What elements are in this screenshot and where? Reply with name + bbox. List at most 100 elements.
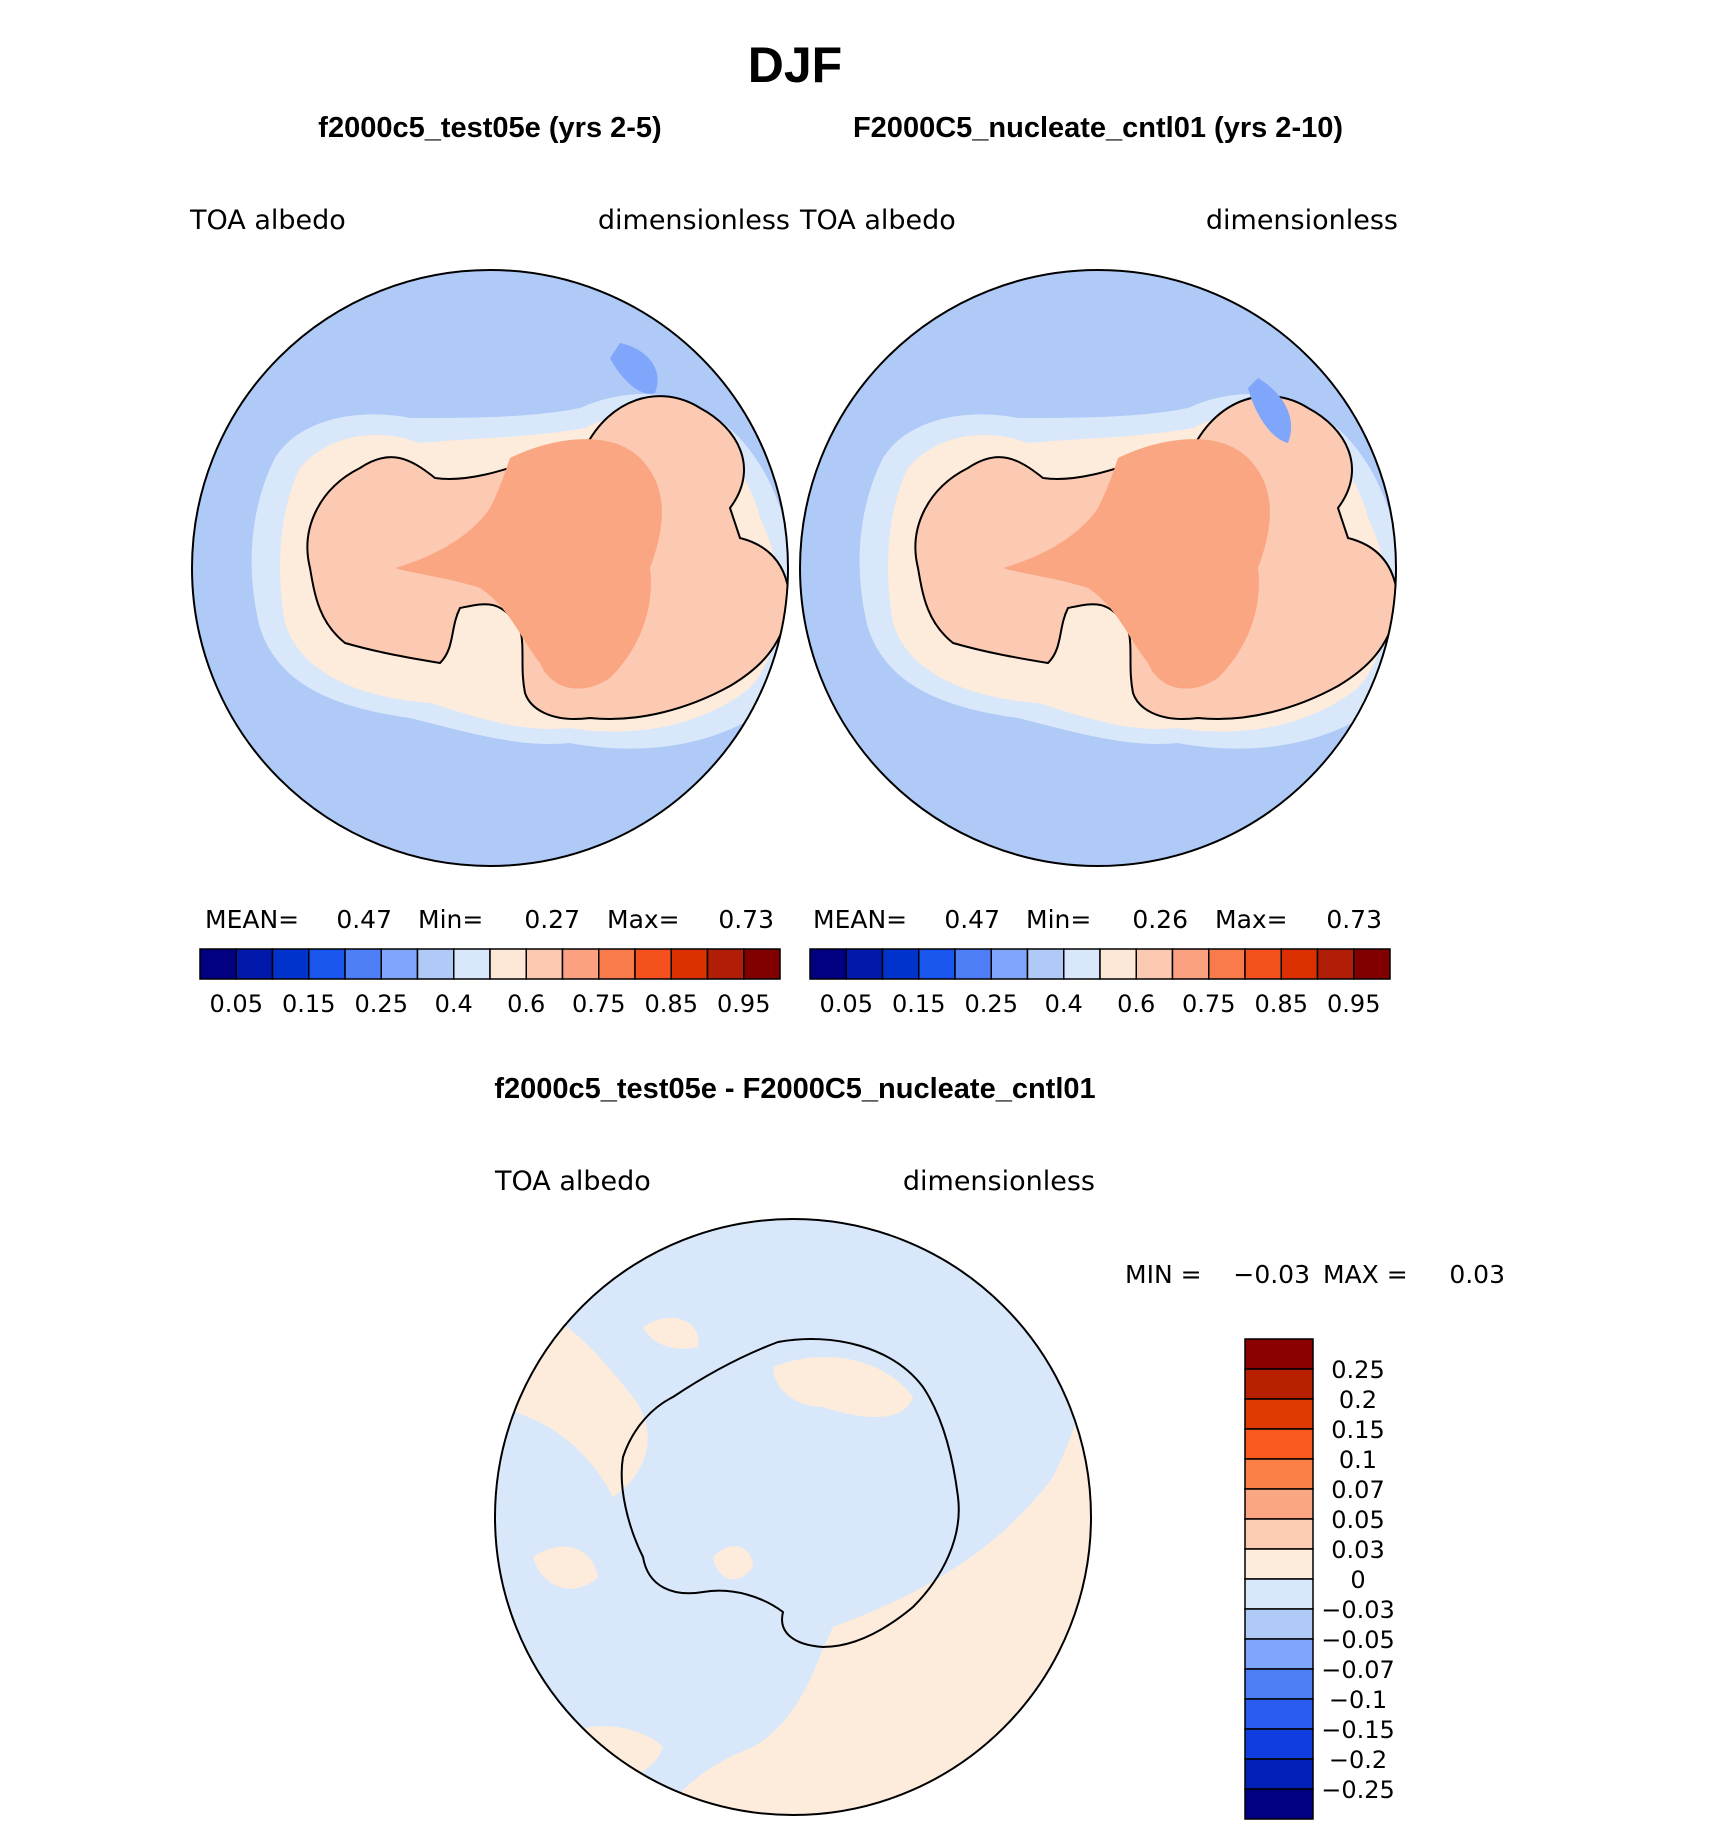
panel-test-colorbar-box: [598, 948, 636, 980]
panel-control-colorbar-box: [1280, 948, 1319, 980]
panel-control-stats: MEAN= 0.47 Min= 0.26 Max= 0.73: [813, 905, 1382, 934]
difference-colorbar-box: [1244, 1428, 1314, 1460]
difference-colorbar: 0.250.20.150.10.070.050.030−0.03−0.05−0.…: [1244, 1338, 1395, 1820]
panel-control-colorbar-box: [990, 948, 1029, 980]
panel-control-colorbar-box: [881, 948, 920, 980]
panel-control-colorbar-tick-label: 0.15: [892, 990, 945, 1018]
difference-max-label: MAX =: [1323, 1260, 1408, 1289]
panel-control-colorbar-tick-label: 0.4: [1045, 990, 1083, 1018]
panel-test-colorbar-box: [271, 948, 310, 980]
panel-test-units-label: dimensionless: [598, 205, 790, 236]
panel-control-max-label: Max=: [1215, 905, 1288, 934]
panel-test-colorbar-box: [634, 948, 672, 980]
difference-colorbar-tick-label: −0.15: [1321, 1716, 1395, 1744]
panel-test-colorbar-box: [199, 948, 237, 980]
difference-colorbar-box: [1244, 1578, 1314, 1610]
panel-test-colorbar-tick-label: 0.75: [572, 990, 625, 1018]
panel-control-colorbar-box: [1244, 948, 1282, 980]
season-title: DJF: [748, 37, 842, 93]
panel-control-border: [799, 269, 1397, 867]
panel-test-colorbar-box: [743, 948, 781, 980]
panel-control-colorbar-box: [1171, 948, 1210, 980]
panel-test-colorbar-tick-label: 0.6: [507, 990, 545, 1018]
panel-test-colorbar-box: [489, 948, 527, 980]
panel-control-colorbar-box: [1063, 948, 1101, 980]
difference-colorbar-tick-label: 0.2: [1339, 1386, 1377, 1414]
difference-colorbar-tick-label: −0.05: [1321, 1626, 1395, 1654]
difference-colorbar-box: [1244, 1458, 1314, 1490]
panel-test-colorbar-tick-label: 0.05: [210, 990, 263, 1018]
panel-test-colorbar-tick-label: 0.85: [645, 990, 698, 1018]
difference-variable-label: TOA albedo: [494, 1166, 651, 1197]
difference-max-value: 0.03: [1449, 1260, 1505, 1289]
panel-test: f2000c5_test05e (yrs 2-5) TOA albedo dim…: [189, 112, 790, 1018]
panel-test-mean-label: MEAN=: [205, 905, 299, 934]
panel-control: F2000C5_nucleate_cntl01 (yrs 2-10) TOA a…: [799, 112, 1398, 1018]
difference-colorbar-box: [1244, 1488, 1314, 1520]
difference-colorbar-box: [1244, 1758, 1314, 1790]
difference-colorbar-tick-label: 0.05: [1331, 1506, 1384, 1534]
panel-test-colorbar-tick-label: 0.95: [717, 990, 770, 1018]
panel-test-stats: MEAN= 0.47 Min= 0.27 Max= 0.73: [205, 905, 774, 934]
difference-border: [494, 1218, 1092, 1816]
difference-colorbar-box: [1244, 1398, 1314, 1430]
difference-min-value: −0.03: [1233, 1260, 1310, 1289]
difference-colorbar-box: [1244, 1728, 1314, 1760]
panel-control-title: F2000C5_nucleate_cntl01 (yrs 2-10): [853, 112, 1343, 144]
panel-test-colorbar-box: [308, 948, 346, 980]
panel-test-colorbar-box: [344, 948, 382, 980]
panel-control-colorbar-tick-label: 0.95: [1327, 990, 1380, 1018]
panel-control-colorbar-tick-label: 0.25: [965, 990, 1018, 1018]
panel-test-border: [191, 269, 789, 867]
panel-control-colorbar-box: [918, 948, 956, 980]
panel-test-colorbar-tick-label: 0.25: [355, 990, 408, 1018]
panel-control-colorbar-box: [1208, 948, 1246, 980]
difference-colorbar-tick-label: 0.25: [1331, 1356, 1384, 1384]
panel-control-max-value: 0.73: [1326, 905, 1382, 934]
difference-map: [495, 1219, 1091, 1815]
difference-colorbar-box: [1244, 1788, 1314, 1820]
panel-test-max-value: 0.73: [718, 905, 774, 934]
difference-colorbar-tick-label: 0: [1350, 1566, 1365, 1594]
difference-colorbar-tick-label: 0.15: [1331, 1416, 1384, 1444]
difference-colorbar-box: [1244, 1548, 1314, 1580]
panel-control-colorbar-box: [1353, 948, 1391, 980]
panel-control-min-value: 0.26: [1132, 905, 1188, 934]
difference-colorbar-box: [1244, 1518, 1314, 1550]
panel-control-mean-label: MEAN=: [813, 905, 907, 934]
panel-control-colorbar-box: [1316, 948, 1355, 980]
difference-colorbar-tick-label: −0.07: [1321, 1656, 1395, 1684]
panel-control-units-label: dimensionless: [1206, 205, 1398, 236]
difference-min-label: MIN =: [1125, 1260, 1202, 1289]
panel-control-variable-label: TOA albedo: [799, 205, 956, 236]
difference-colorbar-tick-label: −0.25: [1321, 1776, 1395, 1804]
panel-test-map: [192, 270, 788, 866]
panel-control-colorbar-box: [1026, 948, 1065, 980]
panel-test-colorbar-tick-label: 0.15: [282, 990, 335, 1018]
panel-control-colorbar-tick-label: 0.05: [820, 990, 873, 1018]
panel-control-colorbar-tick-label: 0.75: [1182, 990, 1235, 1018]
panel-test-title: f2000c5_test05e (yrs 2-5): [318, 112, 661, 144]
panel-difference: f2000c5_test05e - F2000C5_nucleate_cntl0…: [494, 1073, 1505, 1820]
panel-control-colorbar-box: [809, 948, 847, 980]
panel-control-colorbar-box: [954, 948, 992, 980]
difference-units-label: dimensionless: [903, 1166, 1095, 1197]
panel-test-colorbar-box: [670, 948, 709, 980]
panel-control-min-label: Min=: [1026, 905, 1091, 934]
difference-title: f2000c5_test05e - F2000C5_nucleate_cntl0…: [494, 1073, 1095, 1105]
panel-test-colorbar: 0.05 0.15 0.25 0.4 0.6 0.75 0.85 0.95: [199, 948, 781, 1018]
difference-colorbar-box: [1244, 1638, 1314, 1670]
panel-test-mean-value: 0.47: [336, 905, 392, 934]
panel-control-mean-value: 0.47: [944, 905, 1000, 934]
panel-test-colorbar-box: [706, 948, 745, 980]
difference-colorbar-tick-label: 0.1: [1339, 1446, 1377, 1474]
difference-colorbar-box: [1244, 1368, 1314, 1400]
panel-test-max-label: Max=: [607, 905, 680, 934]
panel-control-colorbar-box: [1099, 948, 1137, 980]
panel-test-min-value: 0.27: [524, 905, 580, 934]
panel-test-colorbar-box: [453, 948, 491, 980]
panel-test-min-label: Min=: [418, 905, 483, 934]
panel-control-colorbar-tick-label: 0.85: [1255, 990, 1308, 1018]
panel-control-colorbar-tick-label: 0.6: [1117, 990, 1155, 1018]
